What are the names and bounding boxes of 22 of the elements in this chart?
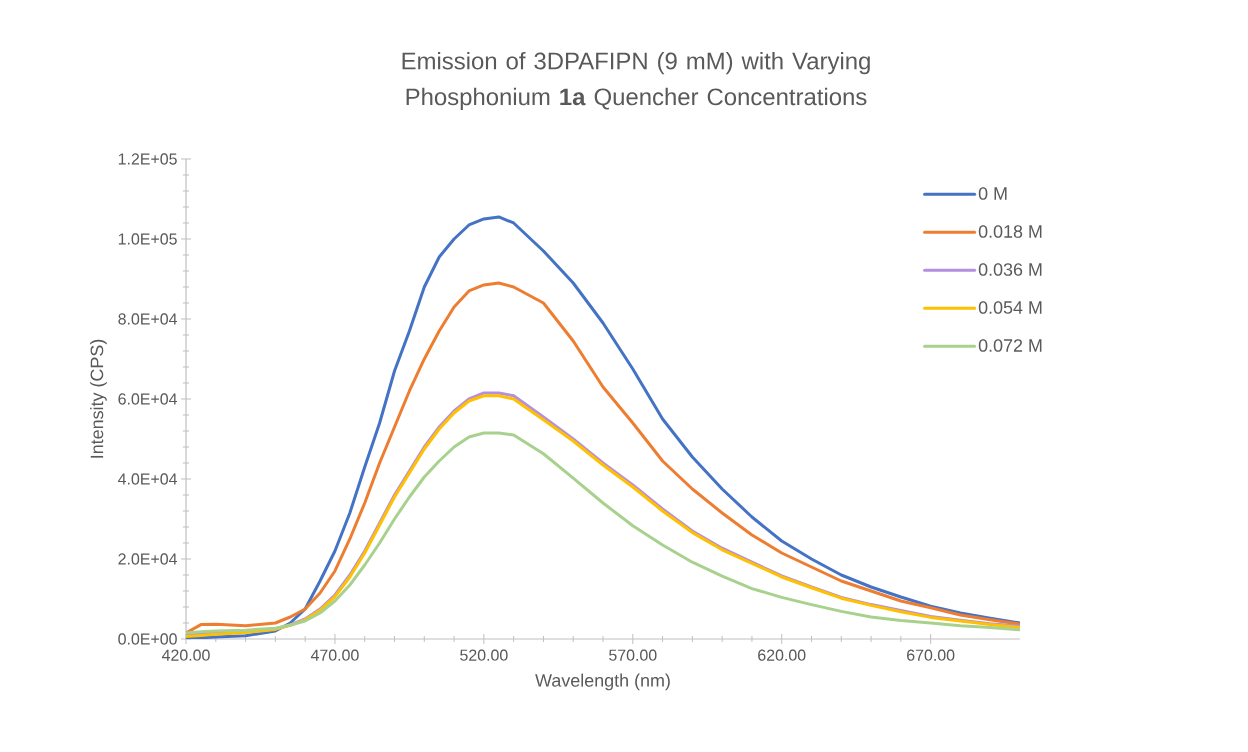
x-tick-label: 620.00 [758, 649, 806, 661]
y-tick-label: 8.0E+04 [118, 313, 178, 325]
y-tick-label: 1.0E+05 [118, 233, 177, 245]
y-tick-label: 2.0E+04 [118, 553, 178, 565]
y-tick-label: 0.0E+00 [118, 633, 177, 645]
x-tick-label: 470.00 [310, 649, 359, 661]
x-tick-label: 570.00 [609, 649, 657, 661]
chart-title: Emission of 3DPAFIPN (9 mM) with Varying Phosphonium 1a Quencher Concentrations [402, 51, 870, 111]
x-tick-label: 520.00 [460, 649, 508, 661]
y-tick-label: 1.2E+05 [118, 153, 177, 165]
x-tick-label: 670.00 [907, 649, 955, 661]
y-tick-label: 6.0E+04 [118, 393, 178, 405]
legend-label: 0.054 M [978, 301, 1042, 314]
x-axis-title: Wavelength (nm) [535, 673, 670, 691]
y-axis-title: Intensity (CPS) [90, 339, 107, 458]
legend-label: 0.036 M [978, 263, 1042, 276]
legend-label: 0.072 M [978, 339, 1042, 352]
line-series [186, 431, 1021, 635]
legend-label: 0.018 M [978, 225, 1042, 238]
y-tick-label: 4.0E+04 [118, 473, 178, 485]
legend-label: 0 M [978, 187, 1007, 200]
x-tick-label: 420.00 [161, 649, 210, 661]
